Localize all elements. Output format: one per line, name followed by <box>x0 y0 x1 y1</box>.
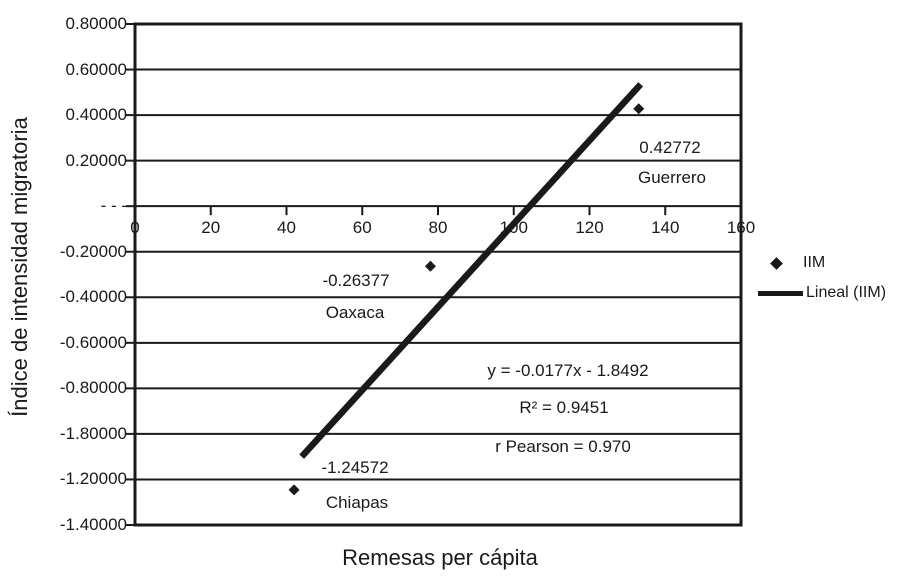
point-label-oaxaca: Oaxaca <box>325 303 385 322</box>
y-tick-label: -1.40000 <box>59 515 127 534</box>
y-tick-label: -0.40000 <box>59 287 127 307</box>
data-point-marker <box>633 103 645 115</box>
legend-item-iim: IIM <box>770 254 825 272</box>
data-point-marker <box>288 484 300 496</box>
x-tick-label: 20 <box>201 218 221 238</box>
x-tick-label: 80 <box>428 218 448 238</box>
x-tick-label: 60 <box>352 218 372 238</box>
plot-area-border <box>133 22 743 527</box>
y-tick-label: -0.80000 <box>59 378 127 398</box>
legend-item-lineal: Lineal (IIM) <box>758 284 886 302</box>
trend-line <box>299 82 644 459</box>
point-value-oaxaca: -0.26377 <box>322 271 390 290</box>
regression-r-squared: R² = 0.9451 <box>519 398 609 417</box>
tick-marks <box>126 23 742 526</box>
y-tick-label: 0.40000 <box>65 105 127 125</box>
x-tick-label: 120 <box>575 218 604 238</box>
y-tick-label: 0.60000 <box>65 59 127 79</box>
diamond-marker-icon <box>770 256 783 270</box>
point-label-guerrero: Guerrero <box>637 168 707 187</box>
x-tick-label: 160 <box>726 218 756 238</box>
gridlines <box>135 68 741 481</box>
y-tick-label: 0.20000 <box>65 150 127 170</box>
data-point-markers <box>288 103 645 496</box>
regression-pearson: r Pearson = 0.970 <box>495 437 631 456</box>
x-tick-label: 0 <box>130 218 140 238</box>
y-tick-label: - - - <box>100 196 127 216</box>
regression-equation: y = -0.0177x - 1.8492 <box>487 361 649 380</box>
point-value-guerrero: 0.42772 <box>639 138 701 157</box>
legend-label-lineal: Lineal (IIM) <box>806 284 887 301</box>
data-point-marker <box>424 260 436 272</box>
y-tick-label: -1.20000 <box>59 469 127 489</box>
y-tick-label: 0.80000 <box>65 14 127 33</box>
trend-line-marker-icon <box>758 290 803 296</box>
y-tick-label: -0.60000 <box>59 332 127 352</box>
x-axis-title: Remesas per cápita <box>342 545 538 570</box>
x-tick-label: 140 <box>651 218 680 238</box>
x-tick-label: 100 <box>499 218 528 238</box>
y-axis-title: Índice de intensidad migratoria <box>7 117 32 417</box>
y-tick-label: -1.80000 <box>59 423 127 443</box>
x-tick-label: 40 <box>277 218 296 238</box>
point-value-chiapas: -1.24572 <box>321 458 389 477</box>
legend-label-iim: IIM <box>803 254 826 271</box>
y-tick-label: -0.20000 <box>59 241 127 261</box>
point-label-chiapas: Chiapas <box>325 493 389 512</box>
